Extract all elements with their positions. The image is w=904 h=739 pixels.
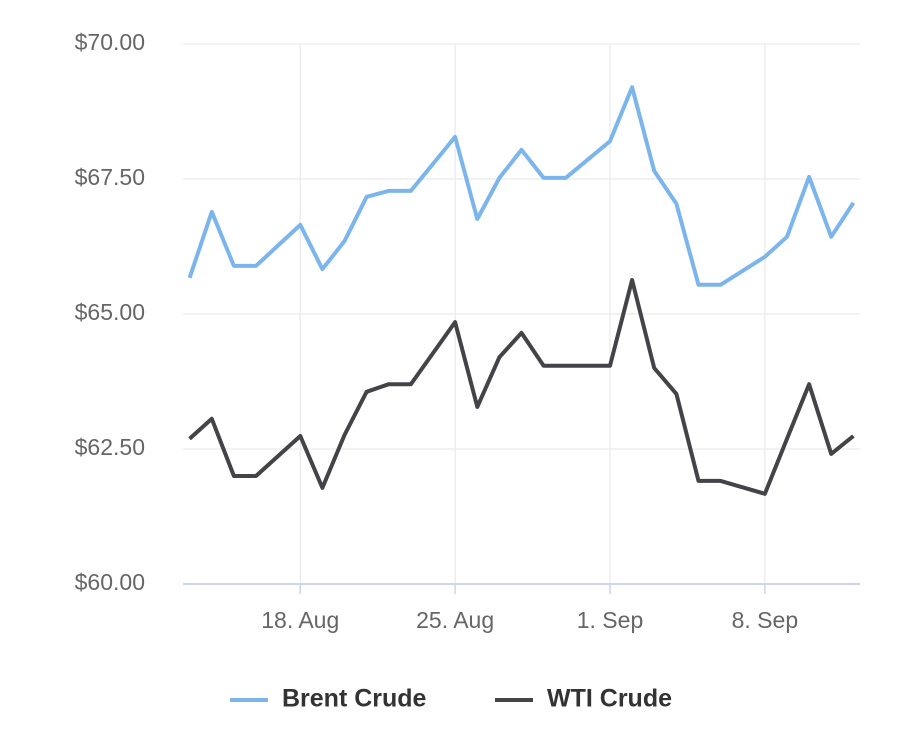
legend-label: WTI Crude — [547, 685, 672, 713]
x-tick-label: 1. Sep — [577, 607, 644, 633]
y-tick-label: $67.50 — [75, 164, 145, 190]
series-line — [188, 278, 855, 496]
y-tick-label: $65.00 — [75, 299, 145, 325]
y-tick-label: $60.00 — [75, 569, 145, 595]
series-line — [187, 85, 856, 287]
y-tick-label: $62.50 — [75, 434, 145, 460]
y-tick-label: $70.00 — [75, 29, 145, 55]
x-tick-label: 18. Aug — [261, 607, 339, 633]
x-tick-label: 8. Sep — [732, 607, 799, 633]
legend-label: Brent Crude — [282, 685, 427, 713]
x-tick-label: 25. Aug — [416, 607, 494, 633]
